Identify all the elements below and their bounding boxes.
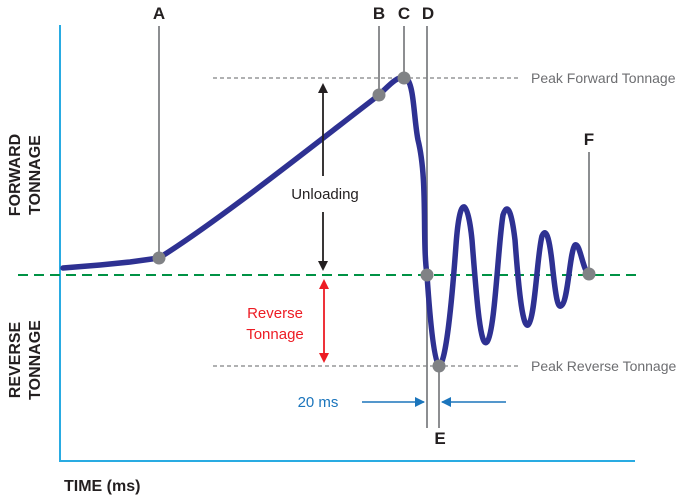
point-d-label: D [422, 4, 434, 23]
point-d-marker [420, 268, 434, 282]
point-e-label: E [434, 429, 445, 448]
reverse-tonnage-label-line2: Tonnage [246, 326, 304, 343]
reverse-label-line1: REVERSE [7, 321, 24, 398]
duration-label: 20 ms [298, 394, 339, 411]
forward-label-line2: TONNAGE [27, 135, 44, 215]
point-e-marker [432, 359, 446, 373]
forward-label-line1: FORWARD [7, 134, 24, 216]
unloading-label: Unloading [291, 186, 359, 203]
point-c-marker [397, 71, 411, 85]
peak-reverse-label: Peak Reverse Tonnage [531, 358, 676, 374]
point-f-label: F [584, 130, 594, 149]
reverse-label-line2: TONNAGE [27, 320, 44, 400]
x-axis-title: TIME (ms) [64, 478, 140, 495]
tonnage-curve [60, 74, 592, 369]
point-c-label: C [398, 4, 410, 23]
point-a-marker [152, 251, 166, 265]
point-a-label: A [153, 4, 165, 23]
point-b-label: B [373, 4, 385, 23]
peak-forward-label: Peak Forward Tonnage [531, 70, 676, 86]
point-f-marker [582, 267, 596, 281]
reverse-tonnage-label-line1: Reverse [247, 305, 303, 322]
point-b-marker [372, 88, 386, 102]
